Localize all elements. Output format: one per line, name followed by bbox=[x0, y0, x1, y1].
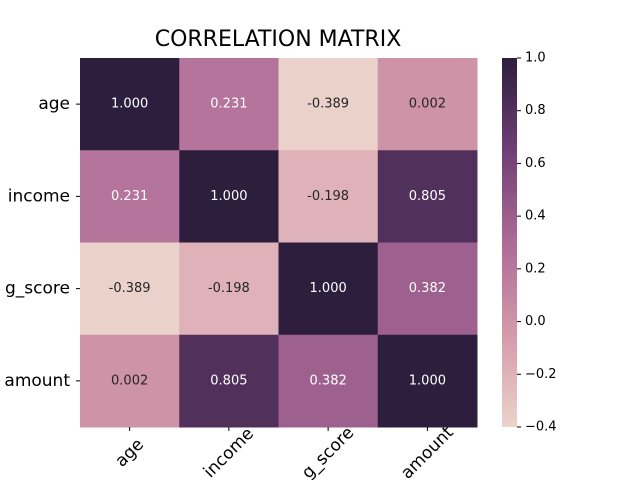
heatmap-cell bbox=[278, 58, 379, 151]
cell-label: 0.805 bbox=[210, 373, 247, 388]
cell-label: 0.805 bbox=[409, 189, 446, 204]
x-tick-label: g_score bbox=[298, 423, 358, 480]
y-tick-label: g_score bbox=[5, 279, 70, 299]
cell-label: -0.389 bbox=[307, 97, 349, 112]
heatmap-cell bbox=[278, 242, 379, 336]
heatmap-cell bbox=[278, 150, 379, 243]
cell-label: 1.000 bbox=[111, 97, 148, 112]
heatmap-cell bbox=[80, 334, 180, 428]
heatmap-cell bbox=[179, 334, 279, 428]
cell-label: 0.231 bbox=[210, 97, 247, 112]
heatmap-cell bbox=[377, 58, 478, 151]
cell-label: 0.382 bbox=[310, 373, 347, 388]
colorbar-tick-label: 1.0 bbox=[525, 51, 546, 66]
heatmap-cell bbox=[377, 242, 478, 336]
colorbar-tick-label: 0.6 bbox=[525, 156, 546, 171]
heatmap-cell bbox=[278, 334, 379, 428]
cell-label: -0.389 bbox=[109, 281, 151, 296]
colorbar-tick-label: 0.4 bbox=[525, 209, 546, 224]
colorbar-tick-label: 0.8 bbox=[525, 103, 546, 118]
colorbar-tick-label: −0.2 bbox=[525, 367, 557, 382]
colorbar-tick-label: −0.4 bbox=[525, 420, 557, 435]
cell-label: 0.231 bbox=[111, 189, 148, 204]
cell-label: 1.000 bbox=[409, 373, 446, 388]
x-tick-label: income bbox=[200, 424, 258, 480]
colorbar-tick-label: 0.2 bbox=[525, 261, 546, 276]
heatmap-cell bbox=[80, 58, 180, 151]
cell-label: 0.382 bbox=[409, 281, 446, 296]
x-tick-label: amount bbox=[397, 423, 458, 480]
heatmap-cell bbox=[377, 150, 478, 243]
y-tick-label: amount bbox=[4, 371, 70, 391]
cell-label: 1.000 bbox=[210, 189, 247, 204]
heatmap-cell bbox=[377, 334, 478, 428]
heatmap-cell bbox=[179, 242, 279, 336]
y-tick-label: income bbox=[8, 186, 70, 206]
heatmap-cell bbox=[179, 150, 279, 243]
y-tick-label: age bbox=[38, 94, 70, 114]
heatmap-cell bbox=[80, 242, 180, 336]
heatmap-cell bbox=[80, 150, 180, 243]
cell-label: -0.198 bbox=[208, 281, 250, 296]
cell-label: 1.000 bbox=[310, 281, 347, 296]
chart-title: CORRELATION MATRIX bbox=[155, 27, 402, 52]
cell-label: -0.198 bbox=[307, 189, 349, 204]
cell-label: 0.002 bbox=[409, 97, 446, 112]
colorbar-tick-label: 0.0 bbox=[525, 314, 546, 329]
colorbar bbox=[502, 58, 517, 427]
heatmap-cell bbox=[179, 58, 279, 151]
x-tick-label: age bbox=[111, 435, 148, 472]
cell-label: 0.002 bbox=[111, 373, 148, 388]
